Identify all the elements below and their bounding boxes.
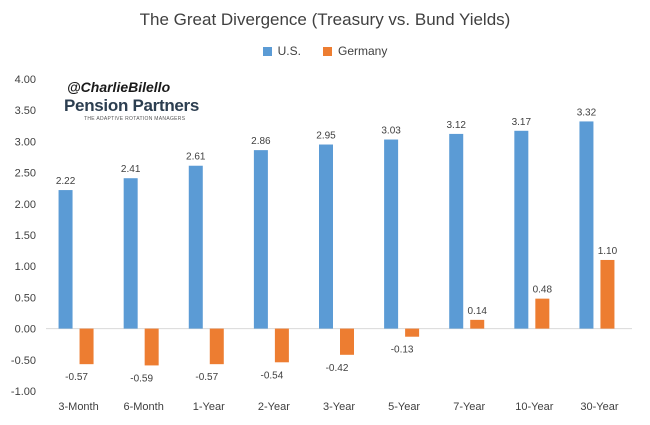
data-label-germany: 1.10 [598,246,618,257]
y-tick-label: 0.00 [15,324,36,336]
watermark-handle: @CharlieBilello [67,79,171,95]
data-label-germany: -0.42 [326,363,349,374]
data-label-germany: -0.13 [391,345,414,356]
x-tick-label: 7-Year [453,401,485,413]
x-tick-label: 6-Month [123,401,163,413]
data-label-us: 2.22 [56,176,76,187]
data-label-us: 2.61 [186,152,206,163]
legend-label-germany: Germany [337,44,388,58]
data-label-us: 3.12 [446,120,466,131]
data-label-us: 3.03 [381,126,401,137]
bar-germany [274,328,289,363]
x-tick-label: 5-Year [388,401,420,413]
x-tick-label: 1-Year [193,401,225,413]
bar-germany [340,328,354,355]
y-tick-label: 0.50 [15,292,36,304]
y-tick-label: 1.00 [15,261,36,273]
chart-title: The Great Divergence (Treasury vs. Bund … [139,10,511,29]
x-tick-label: 10-Year [515,401,553,413]
y-tick-label: 1.50 [15,230,36,242]
x-tick-label: 3-Month [58,401,98,413]
bar-us [449,133,464,329]
watermark-tagline: THE ADAPTIVE ROTATION MANAGERS [84,116,186,122]
bar-germany [79,328,94,365]
bar-germany [600,259,615,329]
y-tick-label: 2.50 [15,168,36,180]
bar-us [123,178,138,329]
data-label-us: 2.41 [121,164,141,175]
bar-us [579,121,594,329]
legend-label-us: U.S. [277,44,301,58]
legend-swatch-us [262,46,272,56]
data-label-germany: 0.14 [467,306,487,317]
bar-germany [535,298,550,329]
data-label-germany: -0.57 [65,372,88,383]
data-label-us: 3.17 [512,117,532,128]
bar-us [253,150,268,329]
data-label-us: 2.95 [316,131,336,142]
x-tick-label: 2-Year [258,401,290,413]
legend-item-us: U.S. [262,44,301,58]
data-label-germany: -0.57 [195,372,218,383]
x-tick-label: 3-Year [323,401,355,413]
data-label-germany: 0.48 [533,285,553,296]
y-tick-label: 3.00 [15,136,36,148]
bar-us [514,130,529,329]
bar-germany [144,328,159,366]
y-tick-label: 3.50 [15,105,36,117]
bar-germany [209,328,224,365]
bar-us [384,139,399,329]
y-tick-label: -1.00 [11,386,36,398]
x-tick-label: 30-Year [580,401,618,413]
y-tick-label: -0.50 [11,355,36,367]
bar-us [188,165,203,329]
legend-item-germany: Germany [322,44,388,58]
bar-us [319,144,333,329]
legend-swatch-germany [322,46,332,56]
y-tick-label: 2.00 [15,199,36,211]
bar-germany [470,319,485,329]
data-label-us: 2.86 [251,136,271,147]
bar-us [58,190,73,329]
data-label-us: 3.32 [577,107,597,118]
data-label-germany: -0.59 [130,373,153,384]
bar-germany [405,328,420,337]
legend: U.S. Germany [0,44,650,58]
data-label-germany: -0.54 [260,370,283,381]
watermark-logo: Pension Partners [64,96,200,115]
y-tick-label: 4.00 [15,74,36,86]
